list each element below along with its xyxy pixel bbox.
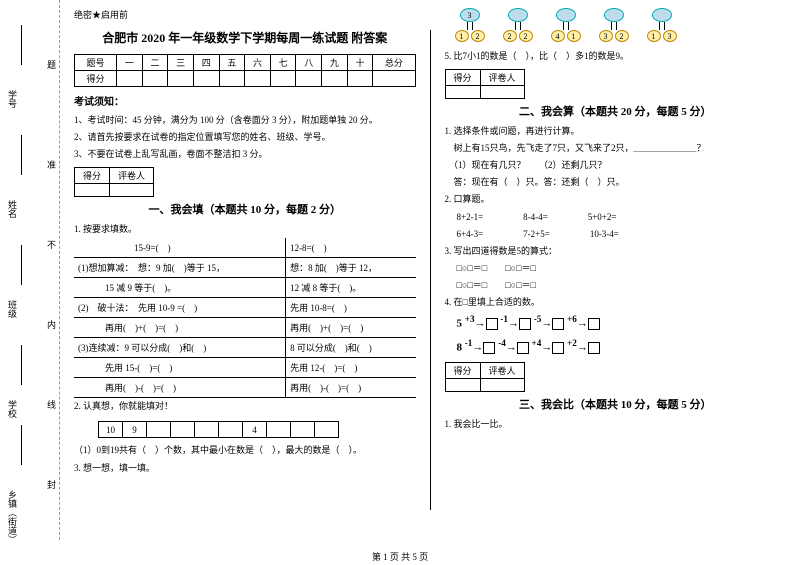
seal-mark: 内	[45, 320, 58, 329]
secret-label: 绝密★启用前	[74, 8, 416, 21]
notice-line: 1、考试时间：45 分钟，满分为 100 分（含卷面分 3 分），附加题单独 2…	[74, 112, 416, 129]
q5-text: 5. 比7小1的数是（ ），比（ ）多1的数是9。	[445, 48, 787, 65]
binding-label: 班级	[6, 300, 19, 318]
calc-item: 6+4-3=	[457, 226, 484, 243]
s2q1: 树上有15只鸟，先飞走了7只，又飞来了2只，＿＿＿＿＿＿＿？	[445, 140, 787, 157]
boxeq: □○□＝□ □○□＝□	[445, 277, 787, 294]
notice-header: 考试须知：	[74, 93, 416, 108]
boxeq: □○□＝□ □○□＝□	[445, 260, 787, 277]
chain-row: 8 -1→ -4→ +4→ +2→	[445, 335, 787, 359]
seal-mark: 准	[45, 160, 58, 169]
s2q2-stem: 2. 口算题。	[445, 191, 787, 208]
left-column: 绝密★启用前 合肥市 2020 年一年级数学下学期每周一练试题 附答案 题号 一…	[60, 0, 430, 540]
binding-label: 学校	[6, 400, 19, 418]
q2-text: （1）0到19共有（ ）个数，其中最小在数是（ ），最大的数是（ ）。	[74, 442, 416, 459]
exam-page: 乡镇（街道） 学校 班级 姓名 学号 封 线 内 不 准 题 绝密★启用前 合肥…	[0, 0, 800, 540]
table-row: 得分	[75, 71, 416, 87]
seal-mark: 题	[45, 60, 58, 69]
ball-pair: 41	[551, 8, 581, 42]
notice-line: 2、请首先按要求在试卷的指定位置填写您的姓名、班级、学号。	[74, 129, 416, 146]
table-row: 题号 一 二 三 四 五 六 七 八 九 十 总分	[75, 55, 416, 71]
top-ball	[652, 8, 672, 22]
calc-item: 5+0+2=	[588, 209, 617, 226]
seal-mark: 不	[45, 240, 58, 249]
s2q1: （1）现在有几只？ （2）还剩几只？	[445, 157, 787, 174]
top-ball: 3	[460, 8, 480, 22]
section3-title: 三、我会比（本题共 10 分，每题 5 分）	[445, 396, 787, 412]
calc-item: 8-4-4=	[523, 209, 548, 226]
s3q1: 1. 我会比一比。	[445, 416, 787, 433]
exam-title: 合肥市 2020 年一年级数学下学期每周一练试题 附答案	[74, 29, 416, 46]
binding-label: 姓名	[6, 200, 19, 218]
notice-line: 3、不要在试卷上乱写乱画，卷面不整洁扣 3 分。	[74, 146, 416, 163]
ball-pair: 32	[599, 8, 629, 42]
q3-stem: 3. 想一想，填一填。	[74, 460, 416, 477]
grader-box: 得分评卷人	[445, 69, 525, 99]
calc-item: 8+2-1=	[457, 209, 484, 226]
section1-title: 一、我会填（本题共 10 分，每题 2 分）	[74, 201, 416, 217]
binding-margin: 乡镇（街道） 学校 班级 姓名 学号 封 线 内 不 准 题	[0, 0, 60, 540]
grader-box: 得分评卷人	[445, 362, 525, 392]
s2q1: 答：现在有（ ）只。答：还剩（ ）只。	[445, 174, 787, 191]
seal-mark: 封	[45, 480, 58, 489]
s2q3-stem: 3. 写出四道得数是5的算式：	[445, 243, 787, 260]
grader-box: 得分评卷人	[74, 167, 154, 197]
fill-table: 15-9=( )12-8=( ) (1)想加算减： 想：9 加( )等于 15，…	[74, 238, 416, 398]
binding-label: 乡镇（街道）	[6, 490, 19, 540]
section2-title: 二、我会算（本题共 20 分，每题 5 分）	[445, 103, 787, 119]
page-footer: 第 1 页 共 5 页	[0, 550, 800, 563]
ball-pair: 13	[647, 8, 677, 42]
q2-stem: 2. 认真想，你就能填对！	[74, 398, 416, 415]
binding-label: 学号	[6, 90, 19, 108]
ball-pair: 3 12	[455, 8, 485, 42]
calc-item: 7-2+5=	[523, 226, 550, 243]
chain-row: 5 +3→ -1→ -5→ +6→	[445, 311, 787, 335]
ball-diagram: 3 12 22 41 32 13	[455, 8, 787, 42]
number-boxes: 10 9 4	[98, 421, 339, 438]
s2q4-stem: 4. 在□里填上合适的数。	[445, 294, 787, 311]
score-table: 题号 一 二 三 四 五 六 七 八 九 十 总分 得分	[74, 54, 416, 87]
ball-pair: 22	[503, 8, 533, 42]
seal-mark: 线	[45, 400, 58, 409]
right-column: 3 12 22 41 32 13	[431, 0, 800, 540]
s2q1: 1. 选择条件或问题，再进行计算。	[445, 123, 787, 140]
top-ball	[556, 8, 576, 22]
top-ball	[508, 8, 528, 22]
calc-item: 10-3-4=	[590, 226, 619, 243]
top-ball	[604, 8, 624, 22]
q1-stem: 1. 按要求填数。	[74, 221, 416, 238]
